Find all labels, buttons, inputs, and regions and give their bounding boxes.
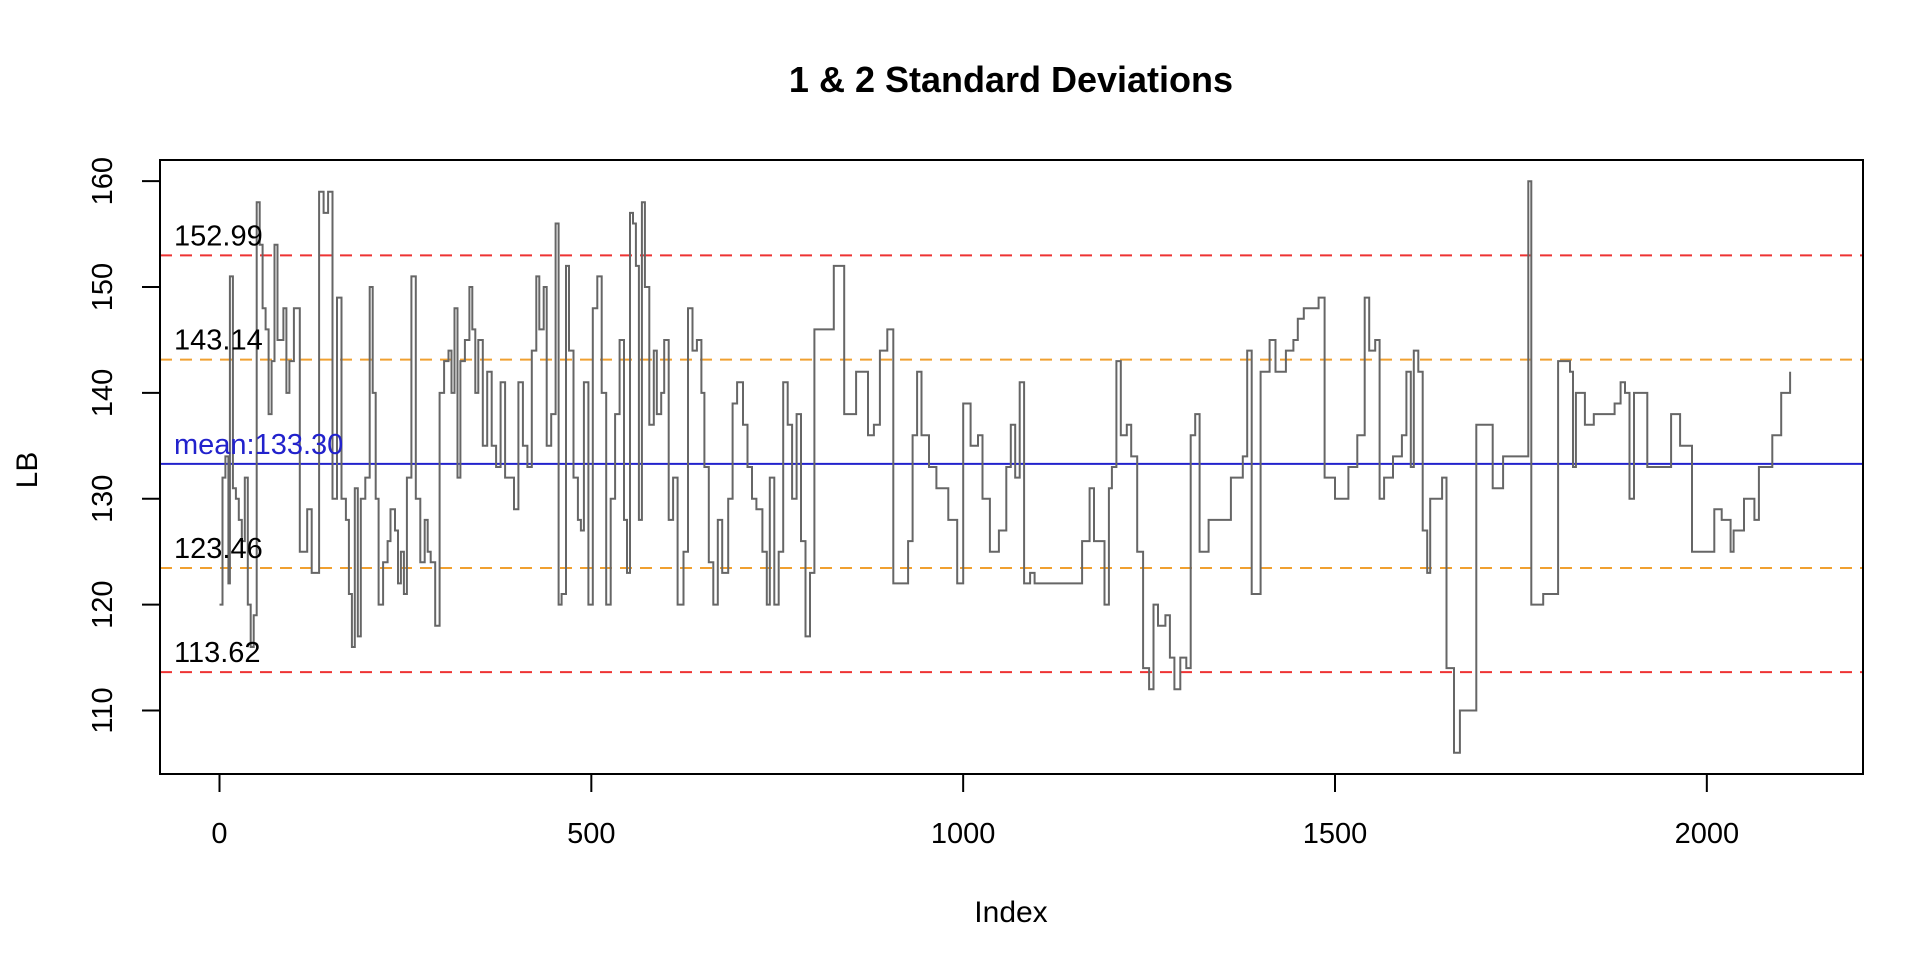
x-tick-label-0: 0: [211, 818, 227, 850]
reference-label-1: 143.14: [174, 325, 263, 357]
x-axis: 0 500 1000 1500 2000: [211, 773, 1740, 850]
reference-labels: 152.99 143.14 mean:133.30 123.46 113.62: [174, 220, 343, 669]
chart-title: 1 & 2 Standard Deviations: [789, 59, 1233, 100]
reference-label-3: 123.46: [174, 533, 263, 565]
series-line-0: [219, 180, 1792, 754]
y-axis-label: LB: [11, 452, 44, 489]
y-axis: 110 120 130 140 150 160: [87, 157, 161, 734]
x-tick-label-2: 1000: [931, 818, 996, 850]
x-axis-label: Index: [974, 896, 1047, 929]
x-tick-label-1: 500: [567, 818, 615, 850]
series-layer: [219, 180, 1792, 754]
reference-label-0: 152.99: [174, 220, 263, 252]
y-tick-label-3: 140: [87, 369, 119, 417]
reference-label-2: mean:133.30: [174, 429, 343, 461]
y-tick-label-2: 130: [87, 475, 119, 523]
x-tick-label-3: 1500: [1303, 818, 1368, 850]
y-tick-label-1: 120: [87, 580, 119, 628]
reference-label-4: 113.62: [174, 637, 261, 669]
plot-frame: [159, 159, 1864, 775]
y-tick-label-5: 160: [87, 157, 119, 205]
x-tick-label-4: 2000: [1675, 818, 1740, 850]
y-tick-label-4: 150: [87, 263, 119, 311]
y-tick-label-0: 110: [87, 687, 119, 733]
